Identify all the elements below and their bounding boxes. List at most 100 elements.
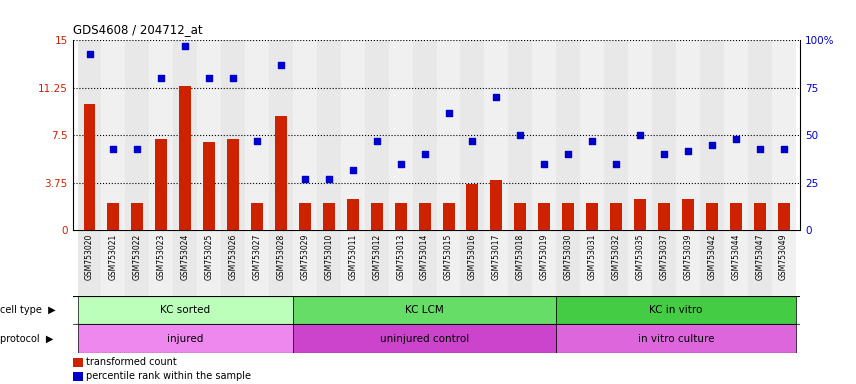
Bar: [747, 40, 771, 230]
Point: [418, 151, 431, 157]
Point: [346, 167, 360, 173]
Bar: [556, 324, 795, 353]
Bar: [197, 40, 221, 230]
Bar: [221, 230, 245, 296]
Text: GSM753011: GSM753011: [348, 233, 357, 280]
Bar: [532, 230, 556, 296]
Point: [442, 109, 455, 116]
Text: GSM753015: GSM753015: [444, 233, 453, 280]
Bar: [395, 202, 407, 230]
Text: GSM753026: GSM753026: [229, 233, 238, 280]
Bar: [443, 202, 455, 230]
Point: [130, 146, 144, 152]
Bar: [317, 230, 341, 296]
Point: [586, 138, 599, 144]
Bar: [658, 202, 670, 230]
Bar: [747, 230, 771, 296]
Point: [178, 43, 192, 49]
Bar: [245, 230, 269, 296]
Bar: [347, 199, 359, 230]
Bar: [580, 40, 604, 230]
Bar: [341, 230, 365, 296]
Text: GSM753018: GSM753018: [516, 233, 525, 280]
Bar: [323, 202, 335, 230]
Bar: [293, 230, 317, 296]
Bar: [508, 230, 532, 296]
Bar: [580, 230, 604, 296]
Text: protocol  ▶: protocol ▶: [0, 334, 53, 344]
Bar: [610, 202, 622, 230]
Text: GSM753031: GSM753031: [587, 233, 597, 280]
Text: GSM753032: GSM753032: [611, 233, 621, 280]
Bar: [556, 230, 580, 296]
Text: injured: injured: [167, 334, 204, 344]
Text: GSM753027: GSM753027: [253, 233, 262, 280]
Point: [729, 136, 743, 142]
Text: GSM753049: GSM753049: [779, 233, 788, 280]
Text: GSM753024: GSM753024: [181, 233, 190, 280]
Text: percentile rank within the sample: percentile rank within the sample: [86, 371, 251, 381]
Text: GSM753019: GSM753019: [540, 233, 549, 280]
Bar: [78, 296, 293, 324]
Point: [705, 142, 719, 148]
Text: GSM753013: GSM753013: [396, 233, 405, 280]
Bar: [753, 202, 765, 230]
Bar: [73, 358, 83, 367]
Bar: [84, 104, 96, 230]
Bar: [682, 199, 694, 230]
Bar: [293, 40, 317, 230]
Bar: [275, 116, 287, 230]
Bar: [173, 40, 197, 230]
Text: GSM753016: GSM753016: [468, 233, 477, 280]
Bar: [293, 324, 556, 353]
Text: GSM753010: GSM753010: [324, 233, 333, 280]
Bar: [724, 40, 747, 230]
Text: GSM753029: GSM753029: [300, 233, 309, 280]
Point: [107, 146, 121, 152]
Bar: [484, 40, 508, 230]
Text: transformed count: transformed count: [86, 358, 176, 367]
Bar: [317, 40, 341, 230]
Bar: [102, 40, 126, 230]
Text: GSM753012: GSM753012: [372, 233, 381, 280]
Text: GSM753042: GSM753042: [707, 233, 716, 280]
Bar: [155, 139, 167, 230]
Bar: [628, 230, 652, 296]
Bar: [556, 296, 795, 324]
Bar: [413, 230, 437, 296]
Bar: [514, 202, 526, 230]
Text: KC in vitro: KC in vitro: [649, 305, 703, 315]
Bar: [149, 40, 173, 230]
Bar: [604, 40, 628, 230]
Point: [562, 151, 575, 157]
Point: [322, 176, 336, 182]
Bar: [461, 230, 484, 296]
Bar: [676, 230, 700, 296]
Bar: [700, 230, 724, 296]
Bar: [724, 230, 747, 296]
Bar: [245, 40, 269, 230]
Text: GSM753044: GSM753044: [731, 233, 740, 280]
Bar: [771, 40, 795, 230]
Bar: [269, 230, 293, 296]
Text: GSM753028: GSM753028: [276, 233, 286, 280]
Text: in vitro culture: in vitro culture: [638, 334, 714, 344]
Bar: [126, 40, 149, 230]
Text: KC sorted: KC sorted: [160, 305, 211, 315]
Bar: [251, 202, 263, 230]
Bar: [293, 296, 556, 324]
Bar: [173, 230, 197, 296]
Bar: [652, 230, 676, 296]
Bar: [437, 230, 461, 296]
Bar: [389, 40, 413, 230]
Text: GSM753047: GSM753047: [755, 233, 764, 280]
Bar: [269, 40, 293, 230]
Bar: [149, 230, 173, 296]
Bar: [706, 202, 718, 230]
Point: [609, 161, 623, 167]
Text: GSM753039: GSM753039: [683, 233, 693, 280]
Text: GSM753017: GSM753017: [492, 233, 501, 280]
Text: GSM753037: GSM753037: [659, 233, 669, 280]
Point: [202, 75, 216, 81]
Text: GSM753021: GSM753021: [109, 233, 118, 280]
